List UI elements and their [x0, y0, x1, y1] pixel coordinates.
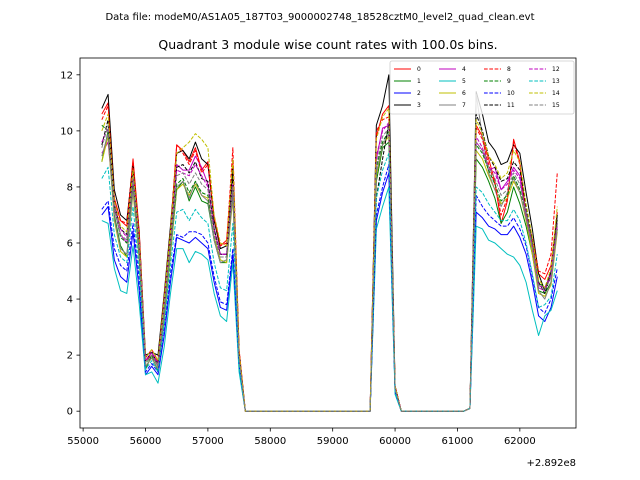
- legend-label-9: 9: [507, 78, 511, 85]
- y-tick-label: 4: [67, 295, 73, 306]
- y-axis: 0 2 4 6 8 10 12: [60, 70, 80, 418]
- y-tick-label: 12: [60, 70, 73, 81]
- legend-label-0: 0: [417, 66, 421, 73]
- series-line-15: [101, 124, 558, 412]
- x-axis: 55000 56000 57000 58000 59000 60000 61000 62000: [67, 428, 536, 447]
- series-layer: [101, 74, 558, 412]
- x-tick-label: 56000: [130, 436, 162, 447]
- y-tick-label: 2: [67, 351, 73, 362]
- x-tick-label: 57000: [192, 436, 224, 447]
- x-tick-label: 58000: [254, 436, 286, 447]
- legend-label-2: 2: [417, 90, 421, 97]
- suptitle: Data file: modeM0/AS1A05_187T03_90000027…: [105, 12, 534, 23]
- x-tick-label: 60000: [379, 436, 411, 447]
- x-tick-label: 61000: [442, 436, 474, 447]
- x-tick-label: 55000: [67, 436, 99, 447]
- legend-frame: [389, 60, 575, 115]
- legend-label-15: 15: [552, 102, 560, 109]
- legend-label-10: 10: [507, 90, 515, 97]
- legend-label-14: 14: [552, 90, 560, 97]
- y-tick-label: 10: [60, 126, 73, 137]
- y-tick-label: 8: [67, 182, 73, 193]
- legend-label-3: 3: [417, 102, 421, 109]
- legend-label-5: 5: [462, 78, 466, 85]
- legend-label-7: 7: [462, 102, 466, 109]
- legend-label-1: 1: [417, 78, 421, 85]
- y-tick-label: 0: [67, 407, 73, 418]
- x-offset-label: +2.892e8: [526, 458, 576, 469]
- legend-label-12: 12: [552, 66, 560, 73]
- legend-label-13: 13: [552, 78, 560, 85]
- x-tick-label: 62000: [504, 436, 536, 447]
- legend-label-6: 6: [462, 90, 466, 97]
- chart-title: Quadrant 3 module wise count rates with …: [158, 37, 497, 52]
- legend-label-8: 8: [507, 66, 511, 73]
- plot-area: 55000 56000 57000 58000 59000 60000 61000 62000…: [60, 57, 577, 469]
- y-tick-label: 6: [67, 239, 73, 250]
- legend-label-4: 4: [462, 66, 466, 73]
- legend-label-11: 11: [507, 102, 515, 109]
- x-tick-label: 59000: [317, 436, 349, 447]
